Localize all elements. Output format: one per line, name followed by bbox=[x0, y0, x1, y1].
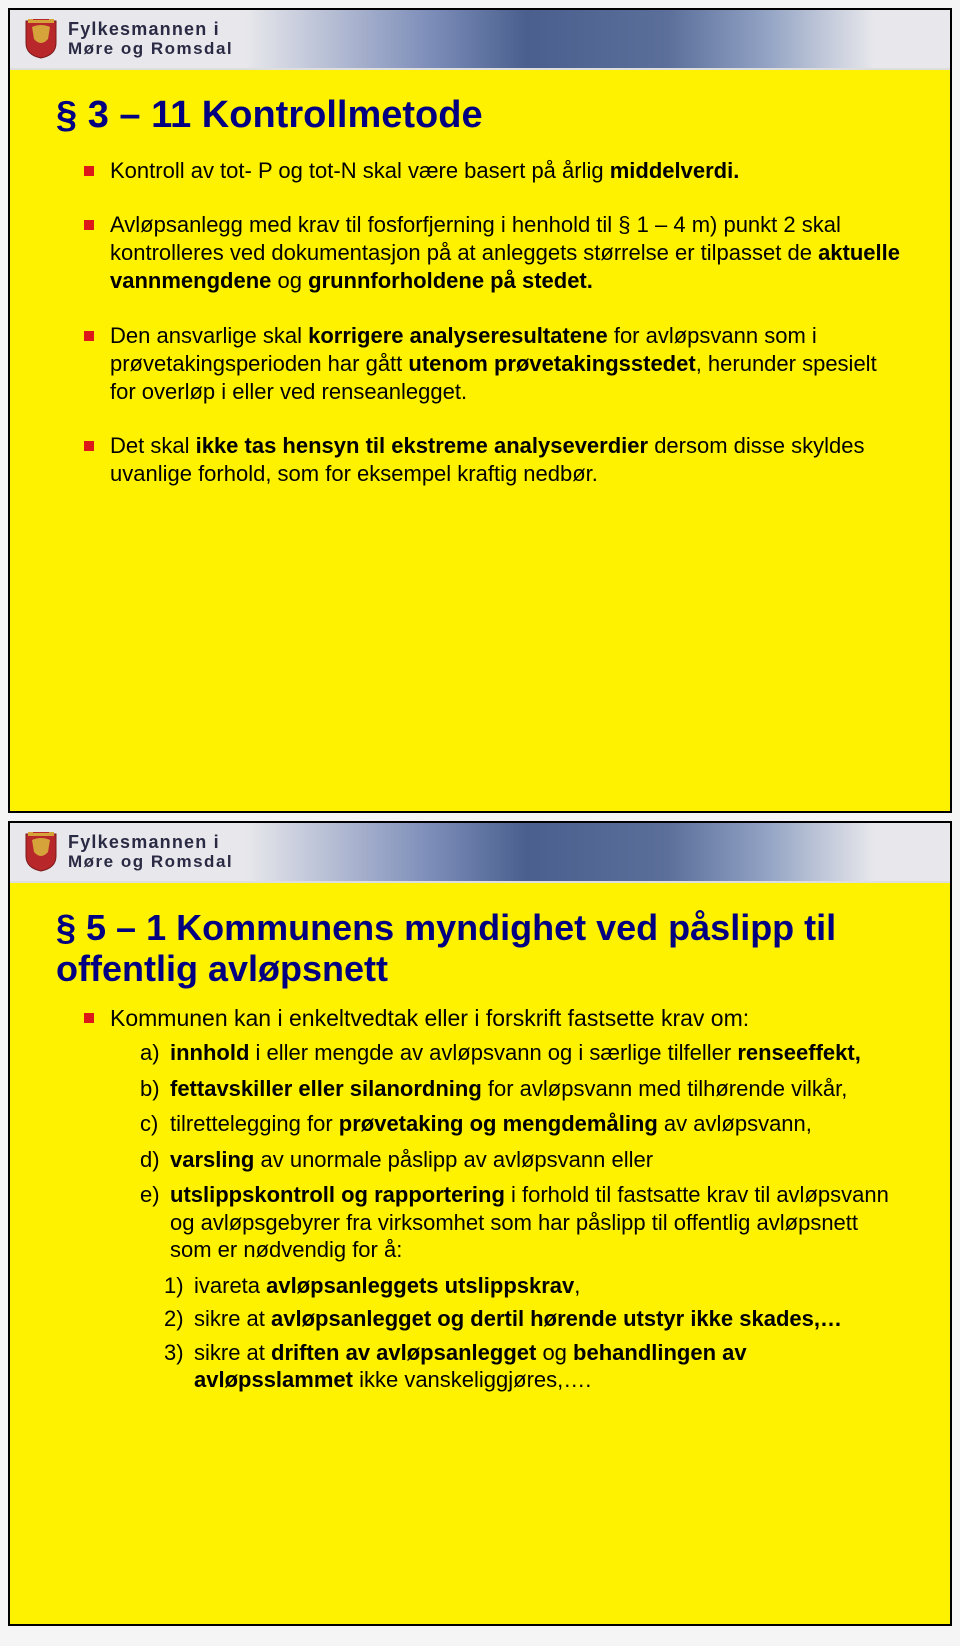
text: Avløpsanlegg med krav til fosforfjerning… bbox=[110, 212, 841, 265]
alpha-list: a) innhold i eller mengde av avløpsvann … bbox=[110, 1039, 902, 1264]
num-list: 1) ivareta avløpsanleggets utslippskrav,… bbox=[110, 1272, 902, 1394]
text: sikre at bbox=[194, 1340, 271, 1365]
text-bold: ikke tas hensyn til ekstreme analyseverd… bbox=[196, 433, 648, 458]
alpha-mark: a) bbox=[140, 1039, 160, 1067]
alpha-item: e) utslippskontroll og rapportering i fo… bbox=[140, 1181, 902, 1264]
slide-1: Fylkesmannen i Møre og Romsdal § 3 – 11 … bbox=[8, 8, 952, 813]
text: og bbox=[536, 1340, 573, 1365]
text: for avløpsvann med tilhørende vilkår, bbox=[482, 1076, 848, 1101]
num-mark: 3) bbox=[164, 1339, 184, 1367]
text-bold: grunnforholdene på stedet. bbox=[308, 268, 593, 293]
text-bold: varsling bbox=[170, 1147, 254, 1172]
text-bold: prøvetaking og mengdemåling bbox=[339, 1111, 658, 1136]
text-bold: utslippskontroll og rapportering bbox=[170, 1182, 505, 1207]
num-mark: 1) bbox=[164, 1272, 184, 1300]
header-text: Fylkesmannen i Møre og Romsdal bbox=[68, 20, 233, 58]
alpha-mark: e) bbox=[140, 1181, 160, 1209]
alpha-mark: d) bbox=[140, 1146, 160, 1174]
header-line-1: Fylkesmannen i bbox=[68, 20, 233, 40]
text-bold: driften av avløpsanlegget bbox=[271, 1340, 536, 1365]
slide1-content: § 3 – 11 Kontrollmetode Kontroll av tot-… bbox=[10, 70, 950, 538]
text-bold: renseeffekt, bbox=[737, 1040, 861, 1065]
bullet-item: Det skal ikke tas hensyn til ekstreme an… bbox=[84, 432, 902, 488]
slide1-title: § 3 – 11 Kontrollmetode bbox=[56, 94, 902, 137]
num-item: 1) ivareta avløpsanleggets utslippskrav, bbox=[164, 1272, 902, 1300]
slide-2: Fylkesmannen i Møre og Romsdal § 5 – 1 K… bbox=[8, 821, 952, 1626]
text-bold: middelverdi. bbox=[610, 158, 740, 183]
text-bold: fettavskiller eller silanordning bbox=[170, 1076, 482, 1101]
alpha-mark: c) bbox=[140, 1110, 158, 1138]
slide2-content: § 5 – 1 Kommunens myndighet ved påslipp … bbox=[10, 883, 950, 1426]
text: ivareta bbox=[194, 1273, 266, 1298]
text: , bbox=[574, 1273, 580, 1298]
slide2-bullets: Kommunen kan i enkeltvedtak eller i fors… bbox=[66, 1004, 902, 1394]
slide-header: Fylkesmannen i Møre og Romsdal bbox=[10, 10, 950, 70]
text: sikre at bbox=[194, 1306, 271, 1331]
text: av unormale påslipp av avløpsvann eller bbox=[254, 1147, 653, 1172]
num-mark: 2) bbox=[164, 1305, 184, 1333]
text: ikke vanskeliggjøres,…. bbox=[353, 1367, 591, 1392]
slide1-bullets: Kontroll av tot- P og tot-N skal være ba… bbox=[66, 157, 902, 488]
bullet-item: Den ansvarlige skal korrigere analyseres… bbox=[84, 322, 902, 406]
text-bold: korrigere analyseresultatene bbox=[308, 323, 608, 348]
intro-text: Kommunen kan i enkeltvedtak eller i fors… bbox=[110, 1005, 749, 1031]
text: i eller mengde av avløpsvann og i særlig… bbox=[249, 1040, 737, 1065]
crest-icon bbox=[24, 832, 58, 872]
header-line-1: Fylkesmannen i bbox=[68, 833, 233, 853]
num-item: 3) sikre at driften av avløpsanlegget og… bbox=[164, 1339, 902, 1394]
alpha-item: c) tilrettelegging for prøvetaking og me… bbox=[140, 1110, 902, 1138]
text-bold: utenom prøvetakingsstedet bbox=[408, 351, 695, 376]
text-bold: avløpsanlegget og dertil hørende utstyr … bbox=[271, 1306, 842, 1331]
header-text: Fylkesmannen i Møre og Romsdal bbox=[68, 833, 233, 871]
slide-header: Fylkesmannen i Møre og Romsdal bbox=[10, 823, 950, 883]
text-bold: innhold bbox=[170, 1040, 249, 1065]
crest-icon bbox=[24, 19, 58, 59]
header-line-2: Møre og Romsdal bbox=[68, 40, 233, 59]
bullet-item: Kommunen kan i enkeltvedtak eller i fors… bbox=[84, 1004, 902, 1394]
text: Kontroll av tot- P og tot-N skal være ba… bbox=[110, 158, 610, 183]
slide2-title: § 5 – 1 Kommunens myndighet ved påslipp … bbox=[56, 907, 902, 990]
text-bold: avløpsanleggets utslippskrav bbox=[266, 1273, 574, 1298]
num-item: 2) sikre at avløpsanlegget og dertil hør… bbox=[164, 1305, 902, 1333]
text: av avløpsvann, bbox=[658, 1111, 812, 1136]
text: Den ansvarlige skal bbox=[110, 323, 308, 348]
alpha-item: a) innhold i eller mengde av avløpsvann … bbox=[140, 1039, 902, 1067]
text: Det skal bbox=[110, 433, 196, 458]
bullet-item: Kontroll av tot- P og tot-N skal være ba… bbox=[84, 157, 902, 185]
header-line-2: Møre og Romsdal bbox=[68, 853, 233, 872]
text: tilrettelegging for bbox=[170, 1111, 339, 1136]
alpha-mark: b) bbox=[140, 1075, 160, 1103]
text: og bbox=[271, 268, 308, 293]
alpha-item: d) varsling av unormale påslipp av avløp… bbox=[140, 1146, 902, 1174]
alpha-item: b) fettavskiller eller silanordning for … bbox=[140, 1075, 902, 1103]
bullet-item: Avløpsanlegg med krav til fosforfjerning… bbox=[84, 211, 902, 295]
